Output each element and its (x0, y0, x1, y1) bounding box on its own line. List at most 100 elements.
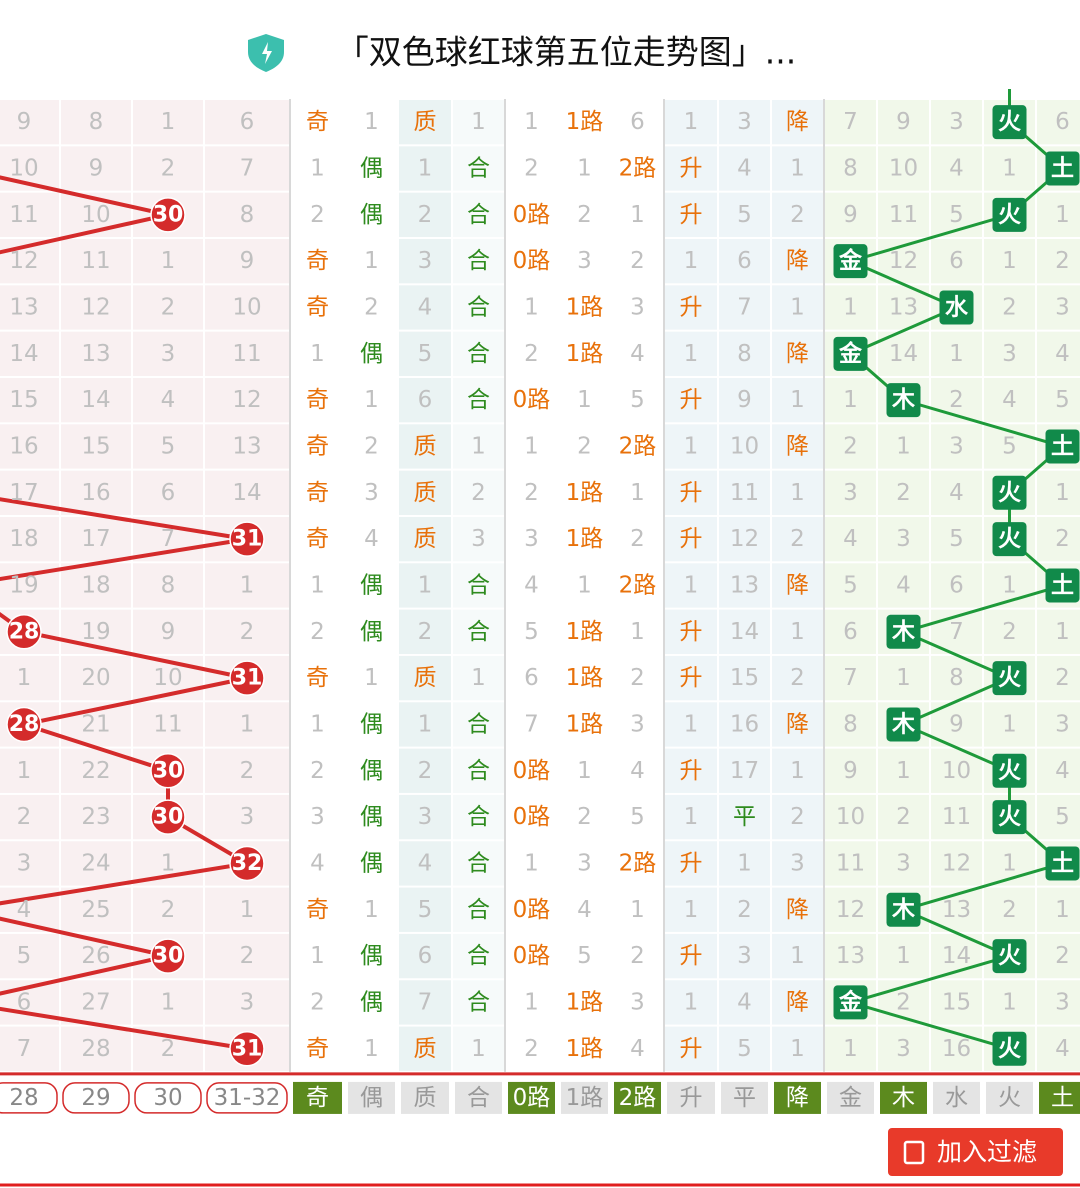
footer-label[interactable]: 平 (733, 1085, 756, 1111)
footer-chip[interactable] (986, 1081, 1033, 1114)
miss-count: 1 (684, 572, 699, 598)
miss-count: 10 (232, 294, 261, 320)
cell-bg (825, 655, 876, 701)
footer-chip[interactable] (293, 1081, 342, 1114)
miss-count: 2 (1055, 248, 1070, 274)
footer-pill[interactable] (134, 1082, 202, 1114)
cell-bg (291, 424, 344, 469)
miss-count: 6 (418, 387, 433, 413)
footer-chip[interactable] (1039, 1081, 1080, 1114)
cell-bg (133, 609, 203, 654)
miss-count: 10 (81, 202, 110, 228)
miss-count: 4 (1055, 758, 1070, 784)
miss-count: 1 (630, 619, 645, 645)
cell-bg (61, 146, 131, 191)
miss-count: 6 (630, 109, 645, 135)
cell-bg (719, 609, 770, 654)
footer-label[interactable]: 降 (786, 1085, 809, 1111)
cell-bg (612, 933, 663, 979)
footer-label[interactable]: 合 (467, 1085, 490, 1111)
footer-chip[interactable] (880, 1081, 927, 1114)
cell-bg (984, 331, 1035, 376)
footer-label[interactable]: 29 (81, 1085, 110, 1111)
miss-count: 3 (630, 989, 645, 1015)
footer-label[interactable]: 木 (892, 1085, 915, 1111)
miss-count: 3 (737, 109, 752, 135)
footer-chip[interactable] (721, 1081, 768, 1114)
footer-pill[interactable] (0, 1082, 58, 1114)
cell-bg (665, 377, 717, 423)
footer-chip[interactable] (348, 1081, 395, 1114)
footer-label[interactable]: 土 (1051, 1085, 1074, 1111)
cell-bg (825, 192, 876, 237)
cell-bg (772, 100, 823, 145)
miss-count: 3 (790, 850, 805, 876)
cell-bg (346, 377, 397, 423)
cell-bg (719, 563, 770, 608)
miss-count: 5 (843, 572, 858, 598)
hit-label: 合 (467, 294, 490, 320)
footer-label[interactable]: 1路 (566, 1085, 604, 1111)
footer-chip[interactable] (508, 1081, 555, 1114)
footer-pill[interactable] (62, 1082, 130, 1114)
footer-chip[interactable] (614, 1081, 661, 1114)
hit-label: 合 (467, 758, 490, 784)
cell-bg (665, 146, 717, 191)
element-box (886, 892, 921, 927)
footer-pill[interactable] (206, 1082, 288, 1114)
cell-bg (453, 655, 504, 701)
cell-bg (346, 470, 397, 515)
miss-count: 2 (310, 202, 325, 228)
footer-chip[interactable] (667, 1081, 715, 1114)
footer-label[interactable]: 火 (998, 1085, 1021, 1111)
miss-count: 2 (310, 989, 325, 1015)
hit-label: 1路 (566, 711, 604, 737)
cell-bg (453, 933, 504, 979)
footer-label[interactable]: 升 (680, 1085, 703, 1111)
cell-bg (559, 238, 610, 284)
hit-label: 奇 (306, 109, 329, 135)
miss-count: 5 (630, 804, 645, 830)
footer-label[interactable]: 金 (839, 1085, 862, 1111)
miss-count: 1 (1055, 897, 1070, 923)
footer-label[interactable]: 奇 (306, 1085, 329, 1111)
element-box (1045, 151, 1080, 186)
footer-chip[interactable] (933, 1081, 980, 1114)
cell-bg (559, 424, 610, 469)
footer-label[interactable]: 28 (9, 1085, 38, 1111)
footer-chip[interactable] (561, 1081, 608, 1114)
hit-label: 降 (786, 109, 809, 135)
footer-chip[interactable] (455, 1081, 502, 1114)
cell-bg (612, 424, 663, 469)
miss-count: 2 (737, 897, 752, 923)
miss-count: 4 (843, 526, 858, 552)
footer-label[interactable]: 偶 (360, 1085, 383, 1111)
page-title: 「双色球红球第五位走势图」... (336, 33, 796, 72)
footer-label[interactable]: 0路 (513, 1085, 551, 1111)
footer-chip[interactable] (774, 1081, 821, 1114)
footer-label[interactable]: 质 (414, 1085, 437, 1111)
hit-label: 升 (680, 1036, 703, 1062)
hit-label: 偶 (360, 758, 383, 784)
miss-count: 2 (471, 480, 486, 506)
cell-bg (0, 285, 59, 330)
miss-count: 1 (737, 850, 752, 876)
cell-bg (772, 238, 823, 284)
element-label: 木 (891, 897, 915, 923)
cell-bg (878, 424, 929, 469)
hit-label: 0路 (513, 248, 551, 274)
footer-label[interactable]: 水 (945, 1085, 968, 1111)
footer-label[interactable]: 2路 (619, 1085, 657, 1111)
footer-chip[interactable] (827, 1081, 874, 1114)
filter-button[interactable] (888, 1128, 1063, 1176)
cell-bg (506, 331, 557, 376)
footer-label[interactable]: 31-32 (214, 1085, 281, 1111)
cell-bg (719, 192, 770, 237)
footer-chip[interactable] (401, 1081, 449, 1114)
button-label[interactable]: 加入过滤 (937, 1138, 1037, 1167)
cell-bg (931, 331, 982, 376)
ball-number: 31 (232, 527, 263, 552)
hit-label: 偶 (360, 155, 383, 181)
footer-label[interactable]: 30 (153, 1085, 182, 1111)
